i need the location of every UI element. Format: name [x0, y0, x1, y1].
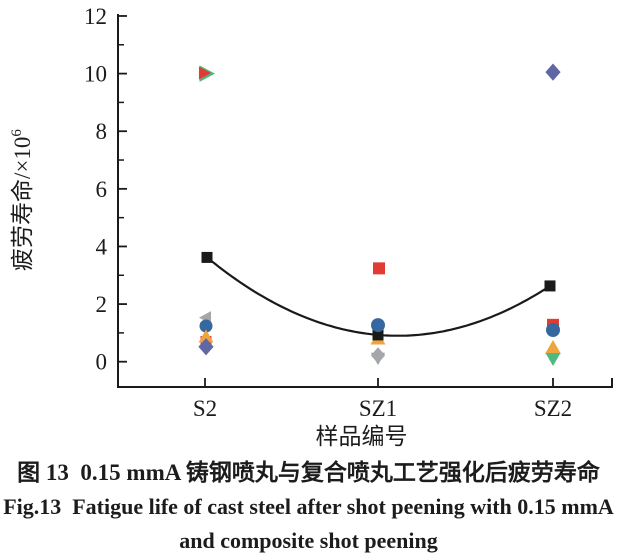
figure-caption: 图 13 0.15 mmA 铸钢喷丸与复合喷丸工艺强化后疲劳寿命 Fig.13 … [0, 456, 617, 558]
data-point-diamond-purple [545, 63, 561, 81]
caption-english-line2: and composite shot peening [179, 528, 438, 553]
y-tick-label: 0 [96, 350, 108, 375]
y-tick-label: 4 [96, 234, 108, 259]
data-point-square-red [373, 262, 385, 275]
data-point-square-black [372, 329, 384, 341]
data-point-square-black [201, 251, 213, 263]
data-point-circle-blue [199, 319, 213, 333]
data-point-triangle-right-red [198, 66, 211, 80]
y-tick-label: 6 [96, 177, 108, 202]
y-tick-label: 8 [96, 119, 108, 144]
data-point-diamond-gray [370, 347, 386, 364]
y-tick-label: 12 [84, 4, 107, 29]
x-tick-label: S2 [193, 396, 217, 421]
data-point-circle-blue [371, 318, 385, 333]
scatter-chart: 0 2 4 6 8 10 12 S2 SZ1 SZ2 样品编号 疲劳寿命/×106 [9, 4, 613, 449]
caption-chinese: 图 13 0.15 mmA 铸钢喷丸与复合喷丸工艺强化后疲劳寿命 [17, 460, 600, 485]
y-tick-label: 10 [84, 62, 107, 87]
x-tick-label: SZ2 [534, 396, 572, 421]
data-point-triangle-down-green [545, 352, 561, 366]
y-axis-title: 疲劳寿命/×106 [9, 129, 35, 271]
data-point-triangle-up-orange [545, 339, 561, 354]
y-tick-label: 2 [96, 292, 108, 317]
caption-english-line1: Fig.13 Fatigue life of cast steel after … [3, 494, 614, 519]
data-point-triangle-up-orange [198, 329, 214, 343]
data-point-circle-blue [546, 323, 560, 338]
x-axis-title: 样品编号 [316, 424, 408, 449]
data-point-square-black [544, 280, 556, 292]
x-tick-label: SZ1 [359, 396, 397, 421]
data-point-diamond-purple [198, 338, 214, 356]
